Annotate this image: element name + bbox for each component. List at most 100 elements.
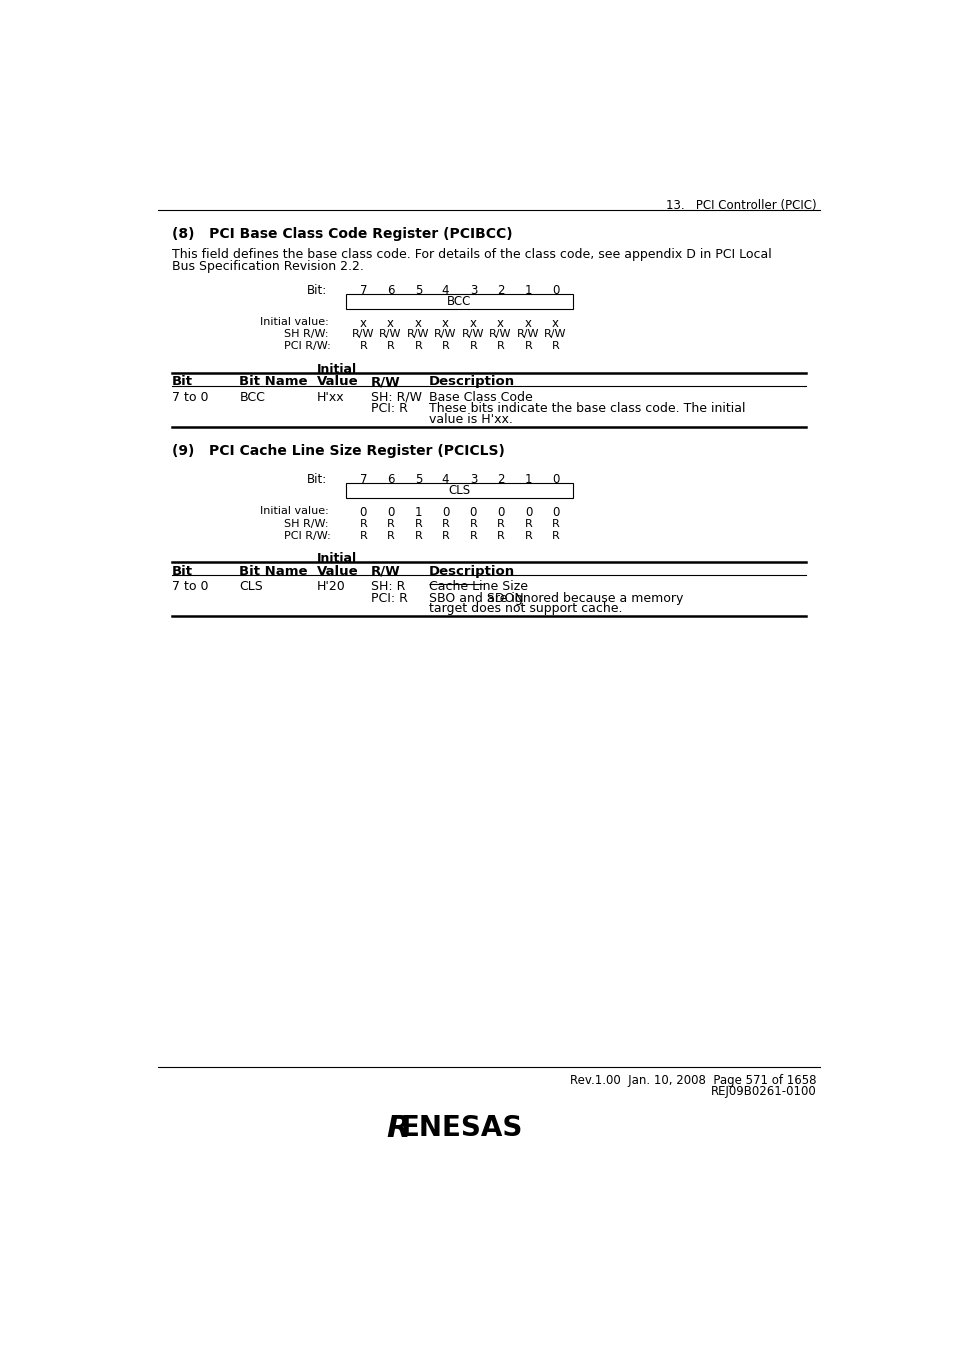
- Text: These bits indicate the base class code. The initial: These bits indicate the base class code.…: [429, 402, 745, 416]
- Text: PCI R/W:: PCI R/W:: [283, 531, 330, 541]
- Text: x: x: [524, 317, 532, 329]
- Text: R/W: R/W: [489, 329, 511, 339]
- Text: (8)   PCI Base Class Code Register (PCIBCC): (8) PCI Base Class Code Register (PCIBCC…: [172, 227, 512, 242]
- Text: R: R: [359, 531, 367, 541]
- Text: 6: 6: [386, 472, 394, 486]
- Text: 7 to 0: 7 to 0: [172, 580, 209, 593]
- Text: Cache Line Size: Cache Line Size: [429, 580, 528, 593]
- Text: R: R: [524, 531, 532, 541]
- Text: PCI R/W:: PCI R/W:: [283, 342, 330, 351]
- Text: 0: 0: [551, 284, 558, 297]
- Text: R: R: [441, 342, 449, 351]
- Bar: [346, 294, 572, 309]
- Text: R/W: R/W: [461, 329, 484, 339]
- Text: x: x: [415, 317, 421, 329]
- Text: Rev.1.00  Jan. 10, 2008  Page 571 of 1658: Rev.1.00 Jan. 10, 2008 Page 571 of 1658: [570, 1075, 816, 1088]
- Text: R/W: R/W: [352, 329, 375, 339]
- Text: (9)   PCI Cache Line Size Register (PCICLS): (9) PCI Cache Line Size Register (PCICLS…: [172, 444, 504, 458]
- Text: Value: Value: [316, 564, 358, 578]
- Text: 0: 0: [359, 506, 367, 520]
- Text: Bit Name: Bit Name: [239, 564, 308, 578]
- Text: x: x: [552, 317, 558, 329]
- Text: value is H'xx.: value is H'xx.: [429, 413, 513, 427]
- Text: SH R/W:: SH R/W:: [283, 329, 328, 339]
- Text: R/W: R/W: [544, 329, 566, 339]
- Text: ENESAS: ENESAS: [400, 1115, 522, 1142]
- Bar: [346, 483, 572, 498]
- Text: x: x: [441, 317, 449, 329]
- Text: SBO and SDON: SBO and SDON: [429, 591, 523, 605]
- Text: x: x: [470, 317, 476, 329]
- Text: CLS: CLS: [239, 580, 263, 593]
- Text: Initial value:: Initial value:: [260, 506, 329, 516]
- Text: H'20: H'20: [316, 580, 345, 593]
- Text: PCI: R: PCI: R: [371, 591, 408, 605]
- Text: Initial: Initial: [316, 552, 356, 566]
- Text: REJ09B0261-0100: REJ09B0261-0100: [710, 1085, 816, 1099]
- Text: R: R: [524, 518, 532, 528]
- Text: R: R: [469, 531, 476, 541]
- Text: 0: 0: [469, 506, 476, 520]
- Text: R: R: [386, 1115, 410, 1143]
- Text: 2: 2: [497, 472, 504, 486]
- Text: R: R: [359, 518, 367, 528]
- Text: This field defines the base class code. For details of the class code, see appen: This field defines the base class code. …: [172, 248, 771, 262]
- Text: Value: Value: [316, 375, 358, 389]
- Text: R: R: [441, 518, 449, 528]
- Text: 7: 7: [359, 472, 367, 486]
- Text: PCI: R: PCI: R: [371, 402, 408, 416]
- Text: SH R/W:: SH R/W:: [283, 518, 328, 528]
- Text: x: x: [497, 317, 503, 329]
- Text: R: R: [497, 531, 504, 541]
- Text: Base Class Code: Base Class Code: [429, 390, 533, 404]
- Text: R: R: [551, 531, 558, 541]
- Text: Description: Description: [429, 564, 515, 578]
- Text: x: x: [359, 317, 367, 329]
- Text: 0: 0: [524, 506, 532, 520]
- Text: R: R: [497, 518, 504, 528]
- Text: R: R: [415, 342, 422, 351]
- Text: 0: 0: [551, 472, 558, 486]
- Text: BCC: BCC: [239, 390, 265, 404]
- Text: 3: 3: [469, 284, 476, 297]
- Text: H'xx: H'xx: [316, 390, 344, 404]
- Text: R: R: [386, 342, 394, 351]
- Text: R: R: [415, 518, 422, 528]
- Text: Bit Name: Bit Name: [239, 375, 308, 389]
- Text: R: R: [415, 531, 422, 541]
- Text: R: R: [359, 342, 367, 351]
- Text: Description: Description: [429, 375, 515, 389]
- Text: 1: 1: [415, 506, 422, 520]
- Text: Initial value:: Initial value:: [260, 317, 329, 327]
- Text: Bus Specification Revision 2.2.: Bus Specification Revision 2.2.: [172, 259, 363, 273]
- Text: R/W: R/W: [371, 375, 400, 389]
- Text: R: R: [524, 342, 532, 351]
- Text: 1: 1: [524, 284, 532, 297]
- Text: R/W: R/W: [434, 329, 456, 339]
- Text: 0: 0: [497, 506, 504, 520]
- Text: Bit:: Bit:: [307, 472, 327, 486]
- Text: Initial: Initial: [316, 363, 356, 375]
- Text: R: R: [497, 342, 504, 351]
- Text: 0: 0: [441, 506, 449, 520]
- Text: R/W: R/W: [407, 329, 429, 339]
- Text: R: R: [386, 518, 394, 528]
- Text: CLS: CLS: [448, 485, 470, 497]
- Text: BCC: BCC: [447, 294, 471, 308]
- Text: 4: 4: [441, 472, 449, 486]
- Text: Bit:: Bit:: [307, 284, 327, 297]
- Text: 3: 3: [469, 472, 476, 486]
- Text: R/W: R/W: [517, 329, 539, 339]
- Text: R: R: [551, 518, 558, 528]
- Text: 1: 1: [524, 472, 532, 486]
- Text: 6: 6: [386, 284, 394, 297]
- Text: 0: 0: [551, 506, 558, 520]
- Text: R: R: [386, 531, 394, 541]
- Text: Bit: Bit: [172, 375, 193, 389]
- Text: x: x: [387, 317, 394, 329]
- Text: SH: R: SH: R: [371, 580, 405, 593]
- Text: R: R: [469, 342, 476, 351]
- Text: R/W: R/W: [379, 329, 401, 339]
- Text: R/W: R/W: [371, 564, 400, 578]
- Text: 2: 2: [497, 284, 504, 297]
